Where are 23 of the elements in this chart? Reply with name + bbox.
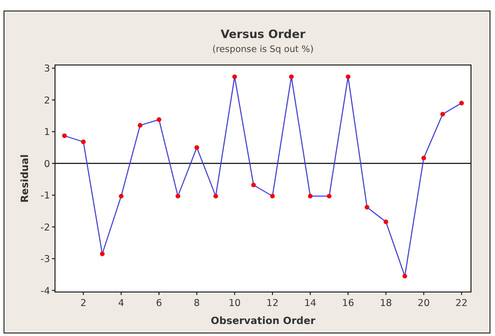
x-tick-label: 20 xyxy=(418,298,430,309)
y-axis-title: Residual xyxy=(20,154,31,203)
x-tick-label: 16 xyxy=(342,298,354,309)
x-tick-label: 4 xyxy=(118,298,124,309)
y-tick-label: 2 xyxy=(44,95,50,106)
y-tick-label: 3 xyxy=(44,64,50,75)
y-tick-label: 0 xyxy=(44,158,50,170)
y-tick-label: -1 xyxy=(40,190,50,202)
x-tick-label: 12 xyxy=(266,298,278,309)
x-tick-label: 14 xyxy=(304,298,316,309)
x-tick-label: 2 xyxy=(80,298,86,309)
chart-subtitle: (response is Sq out %) xyxy=(212,45,314,55)
y-tick-label: -2 xyxy=(40,222,50,234)
x-tick-label: 8 xyxy=(194,298,200,309)
x-tick-label: 6 xyxy=(156,298,162,309)
x-axis-title: Observation Order xyxy=(210,316,316,327)
x-tick-label: 18 xyxy=(380,298,392,309)
y-tick-label: 1 xyxy=(44,127,50,138)
x-tick-label: 22 xyxy=(456,298,468,309)
y-tick-label: -3 xyxy=(40,254,50,266)
x-tick-label: 10 xyxy=(228,298,241,309)
chart-title: Versus Order xyxy=(220,27,306,41)
y-tick-label: -4 xyxy=(40,286,50,297)
